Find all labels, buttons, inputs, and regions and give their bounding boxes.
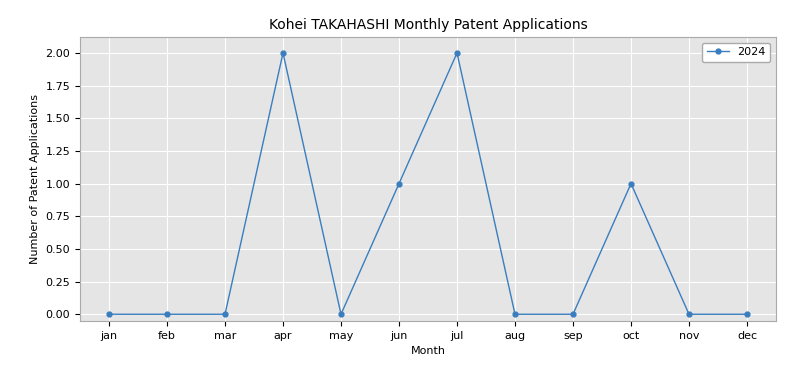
- 2024: [162, 312, 172, 316]
- Y-axis label: Number of Patent Applications: Number of Patent Applications: [30, 94, 40, 264]
- 2024: [568, 312, 578, 316]
- 2024: [220, 312, 230, 316]
- 2024: [452, 51, 462, 55]
- 2024: [394, 181, 404, 186]
- 2024: [510, 312, 520, 316]
- 2024: [104, 312, 114, 316]
- Title: Kohei TAKAHASHI Monthly Patent Applications: Kohei TAKAHASHI Monthly Patent Applicati…: [269, 18, 587, 32]
- 2024: [336, 312, 346, 316]
- 2024: [626, 181, 636, 186]
- 2024: [278, 51, 288, 55]
- 2024: [742, 312, 752, 316]
- 2024: [684, 312, 694, 316]
- X-axis label: Month: Month: [410, 346, 446, 356]
- Legend: 2024: 2024: [702, 43, 770, 62]
- Line: 2024: 2024: [106, 51, 750, 317]
